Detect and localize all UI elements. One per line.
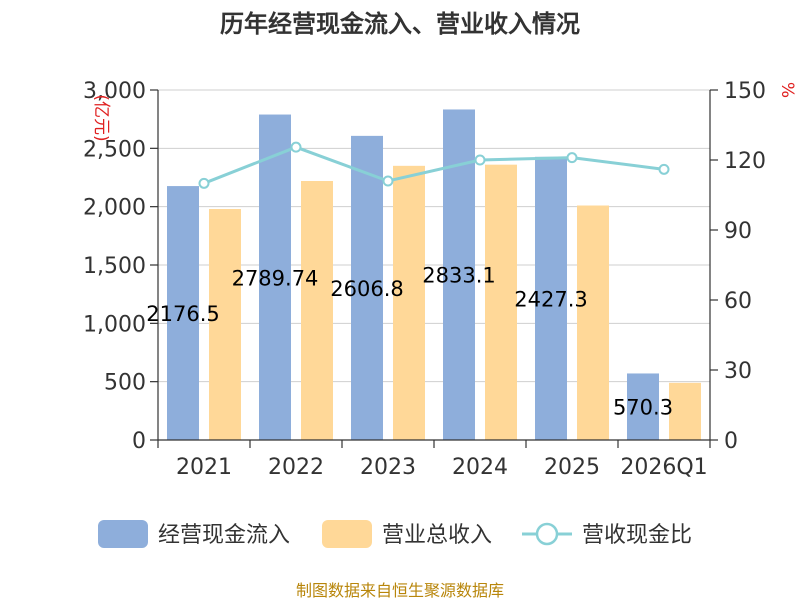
right-tick-label: 90 — [724, 219, 752, 244]
right-tick-label: 30 — [724, 359, 752, 384]
left-tick-label: 1,500 — [83, 254, 146, 279]
legend: 经营现金流入 营业总收入 营收现金比 — [98, 520, 692, 548]
x-tick-label: 2024 — [452, 455, 508, 480]
ratio-point — [198, 177, 210, 189]
left-tick-label: 2,000 — [83, 196, 146, 221]
right-tick-label: 0 — [724, 429, 738, 454]
legend-label-ratio: 营收现金比 — [582, 523, 692, 548]
data-label: 2833.1 — [422, 264, 495, 288]
x-tick-label: 2022 — [268, 455, 324, 480]
right-tick-label: 60 — [724, 289, 752, 314]
ratio-point — [290, 141, 302, 153]
bar-revenue — [393, 165, 425, 441]
left-tick-label: 0 — [132, 429, 146, 454]
left-tick-label: 500 — [104, 371, 146, 396]
data-label: 2427.3 — [514, 287, 587, 311]
bars-layer — [167, 109, 701, 441]
legend-swatch-cash — [98, 520, 148, 548]
ratio-line-layer — [198, 141, 670, 189]
bar-cash-inflow — [167, 186, 199, 440]
x-tick-label: 2021 — [176, 455, 232, 480]
left-tick-label: 2,500 — [83, 137, 146, 162]
right-tick-label: 120 — [724, 149, 766, 174]
data-label: 2606.8 — [330, 277, 403, 301]
right-axis-unit: % — [777, 82, 797, 98]
x-tick-label: 2026Q1 — [620, 455, 707, 480]
data-label: 570.3 — [613, 396, 673, 420]
source-note: 制图数据来自恒生聚源数据库 — [296, 581, 504, 600]
axes: 0 500 1,000 1,500 2,000 2,500 3,000 0 30 60 90 120 1… — [83, 79, 766, 480]
bar-revenue — [669, 382, 701, 440]
chart-title: 历年经营现金流入、营业收入情况 — [220, 10, 580, 38]
data-label: 2789.74 — [232, 266, 319, 290]
legend-label-cash: 经营现金流入 — [158, 523, 290, 548]
x-tick-label: 2025 — [544, 455, 600, 480]
bar-revenue — [209, 209, 241, 440]
gridlines — [158, 89, 710, 383]
legend-swatch-ratio-marker — [535, 522, 559, 546]
left-axis-unit: (亿元) — [91, 94, 111, 141]
data-label: 2176.5 — [146, 302, 219, 326]
bar-cash-inflow — [259, 114, 291, 440]
legend-swatch-revenue — [322, 520, 372, 548]
ratio-line — [203, 145, 665, 185]
ratio-point — [382, 175, 394, 187]
bar-revenue — [485, 164, 517, 440]
right-tick-label: 150 — [724, 79, 766, 104]
bar-cash-inflow — [535, 156, 567, 440]
bar-revenue — [577, 205, 609, 440]
left-tick-label: 1,000 — [83, 312, 146, 337]
legend-label-revenue: 营业总收入 — [382, 523, 492, 548]
ratio-point — [658, 163, 670, 175]
bar-cash-inflow — [627, 373, 659, 440]
bar-revenue — [301, 181, 333, 440]
bar-cash-inflow — [351, 135, 383, 440]
ratio-point — [474, 154, 486, 166]
ratio-point — [566, 152, 578, 164]
x-tick-label: 2023 — [360, 455, 416, 480]
data-labels-layer: 2176.5 2789.74 2606.8 2833.1 2427.3 570.3 — [146, 264, 673, 420]
left-tick-label: 3,000 — [83, 79, 146, 104]
